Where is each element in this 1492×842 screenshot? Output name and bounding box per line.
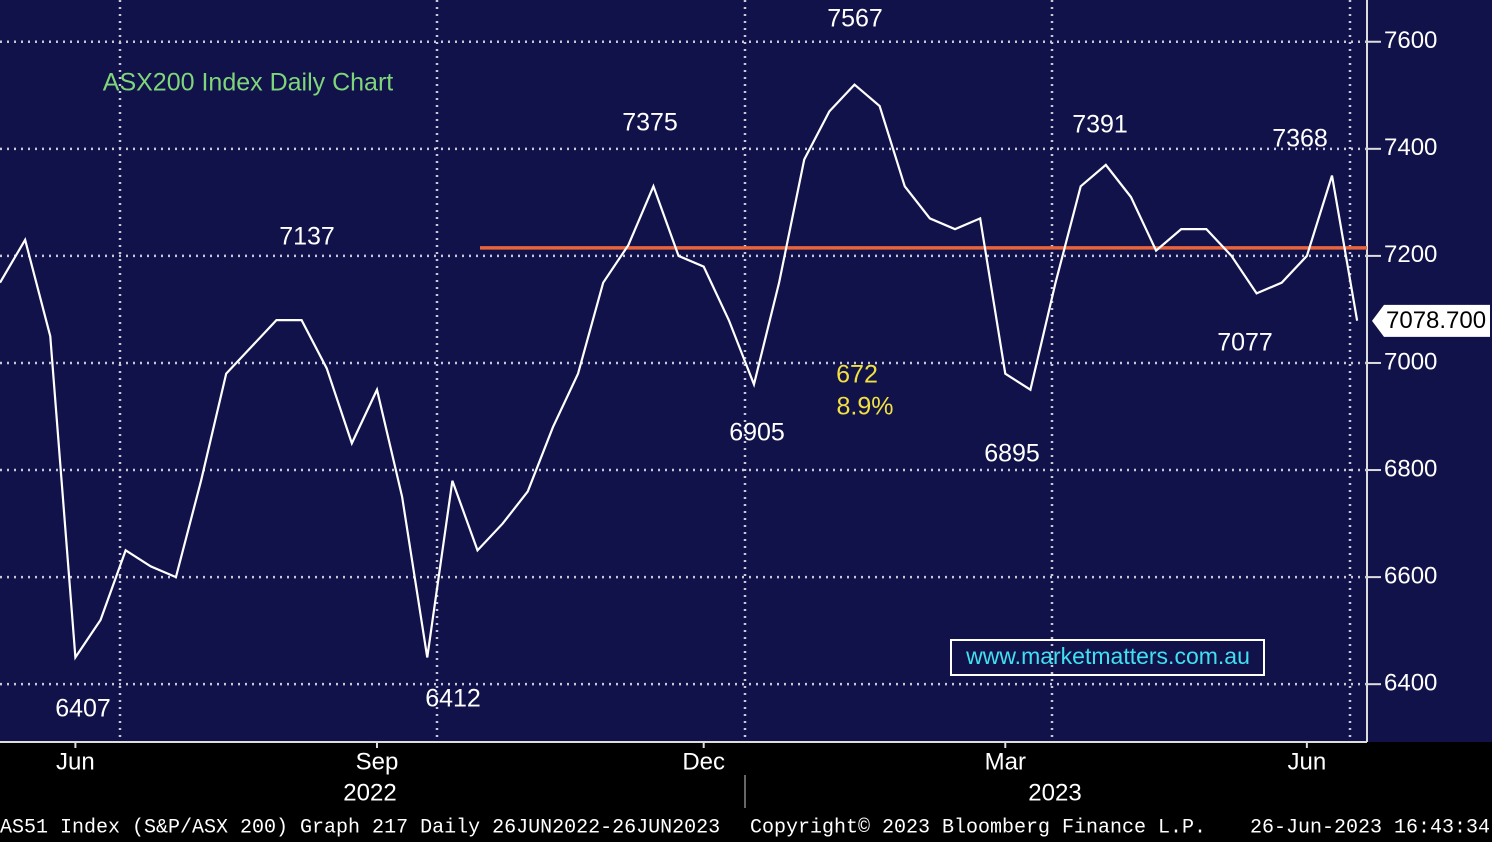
footer-center: Copyright© 2023 Bloomberg Finance L.P. (750, 816, 1206, 839)
y-tick-label: 7000 (1384, 348, 1437, 375)
annotation: 6412 (425, 685, 481, 713)
y-tick-label: 6800 (1384, 455, 1437, 482)
vertical-grid (118, 0, 1352, 742)
x-tick-label: Sep (356, 748, 399, 775)
annotation: 7375 (622, 109, 678, 137)
annotation: 7567 (827, 5, 883, 33)
y-tick-label: 6400 (1384, 670, 1437, 697)
x-tick-label: Mar (985, 748, 1026, 775)
x-tick-label: Jun (1288, 748, 1327, 775)
annotation: 672 (836, 361, 878, 389)
annotation: 8.9% (837, 393, 894, 421)
annotation: 6407 (55, 695, 111, 723)
axis-band (0, 742, 1492, 842)
x-tick-label: Jun (56, 748, 95, 775)
chart-title: ASX200 Index Daily Chart (103, 69, 393, 97)
annotation: 7137 (279, 223, 335, 251)
footer-right: 26-Jun-2023 16:43:34 (1250, 816, 1490, 839)
year-label: 2023 (1028, 779, 1081, 806)
watermark-box (950, 639, 1265, 676)
annotation: 6895 (984, 440, 1040, 468)
footer-left: AS51 Index (S&P/ASX 200) Graph 217 Daily… (0, 816, 720, 839)
last-price-tag (1372, 304, 1490, 337)
annotation: 6905 (729, 419, 785, 447)
year-label: 2022 (343, 779, 396, 806)
y-tick-label: 6600 (1384, 562, 1437, 589)
annotation: 7368 (1272, 125, 1328, 153)
last-price-label: 7078.700 (1386, 307, 1486, 334)
annotation: 7077 (1217, 329, 1273, 357)
x-tick-label: Dec (682, 748, 725, 775)
y-tick-label: 7400 (1384, 134, 1437, 161)
watermark: www.marketmatters.com.au (965, 643, 1250, 669)
annotation: 7391 (1072, 111, 1128, 139)
y-tick-label: 7200 (1384, 241, 1437, 268)
y-tick-label: 7600 (1384, 27, 1437, 54)
price-line (0, 83, 1359, 661)
